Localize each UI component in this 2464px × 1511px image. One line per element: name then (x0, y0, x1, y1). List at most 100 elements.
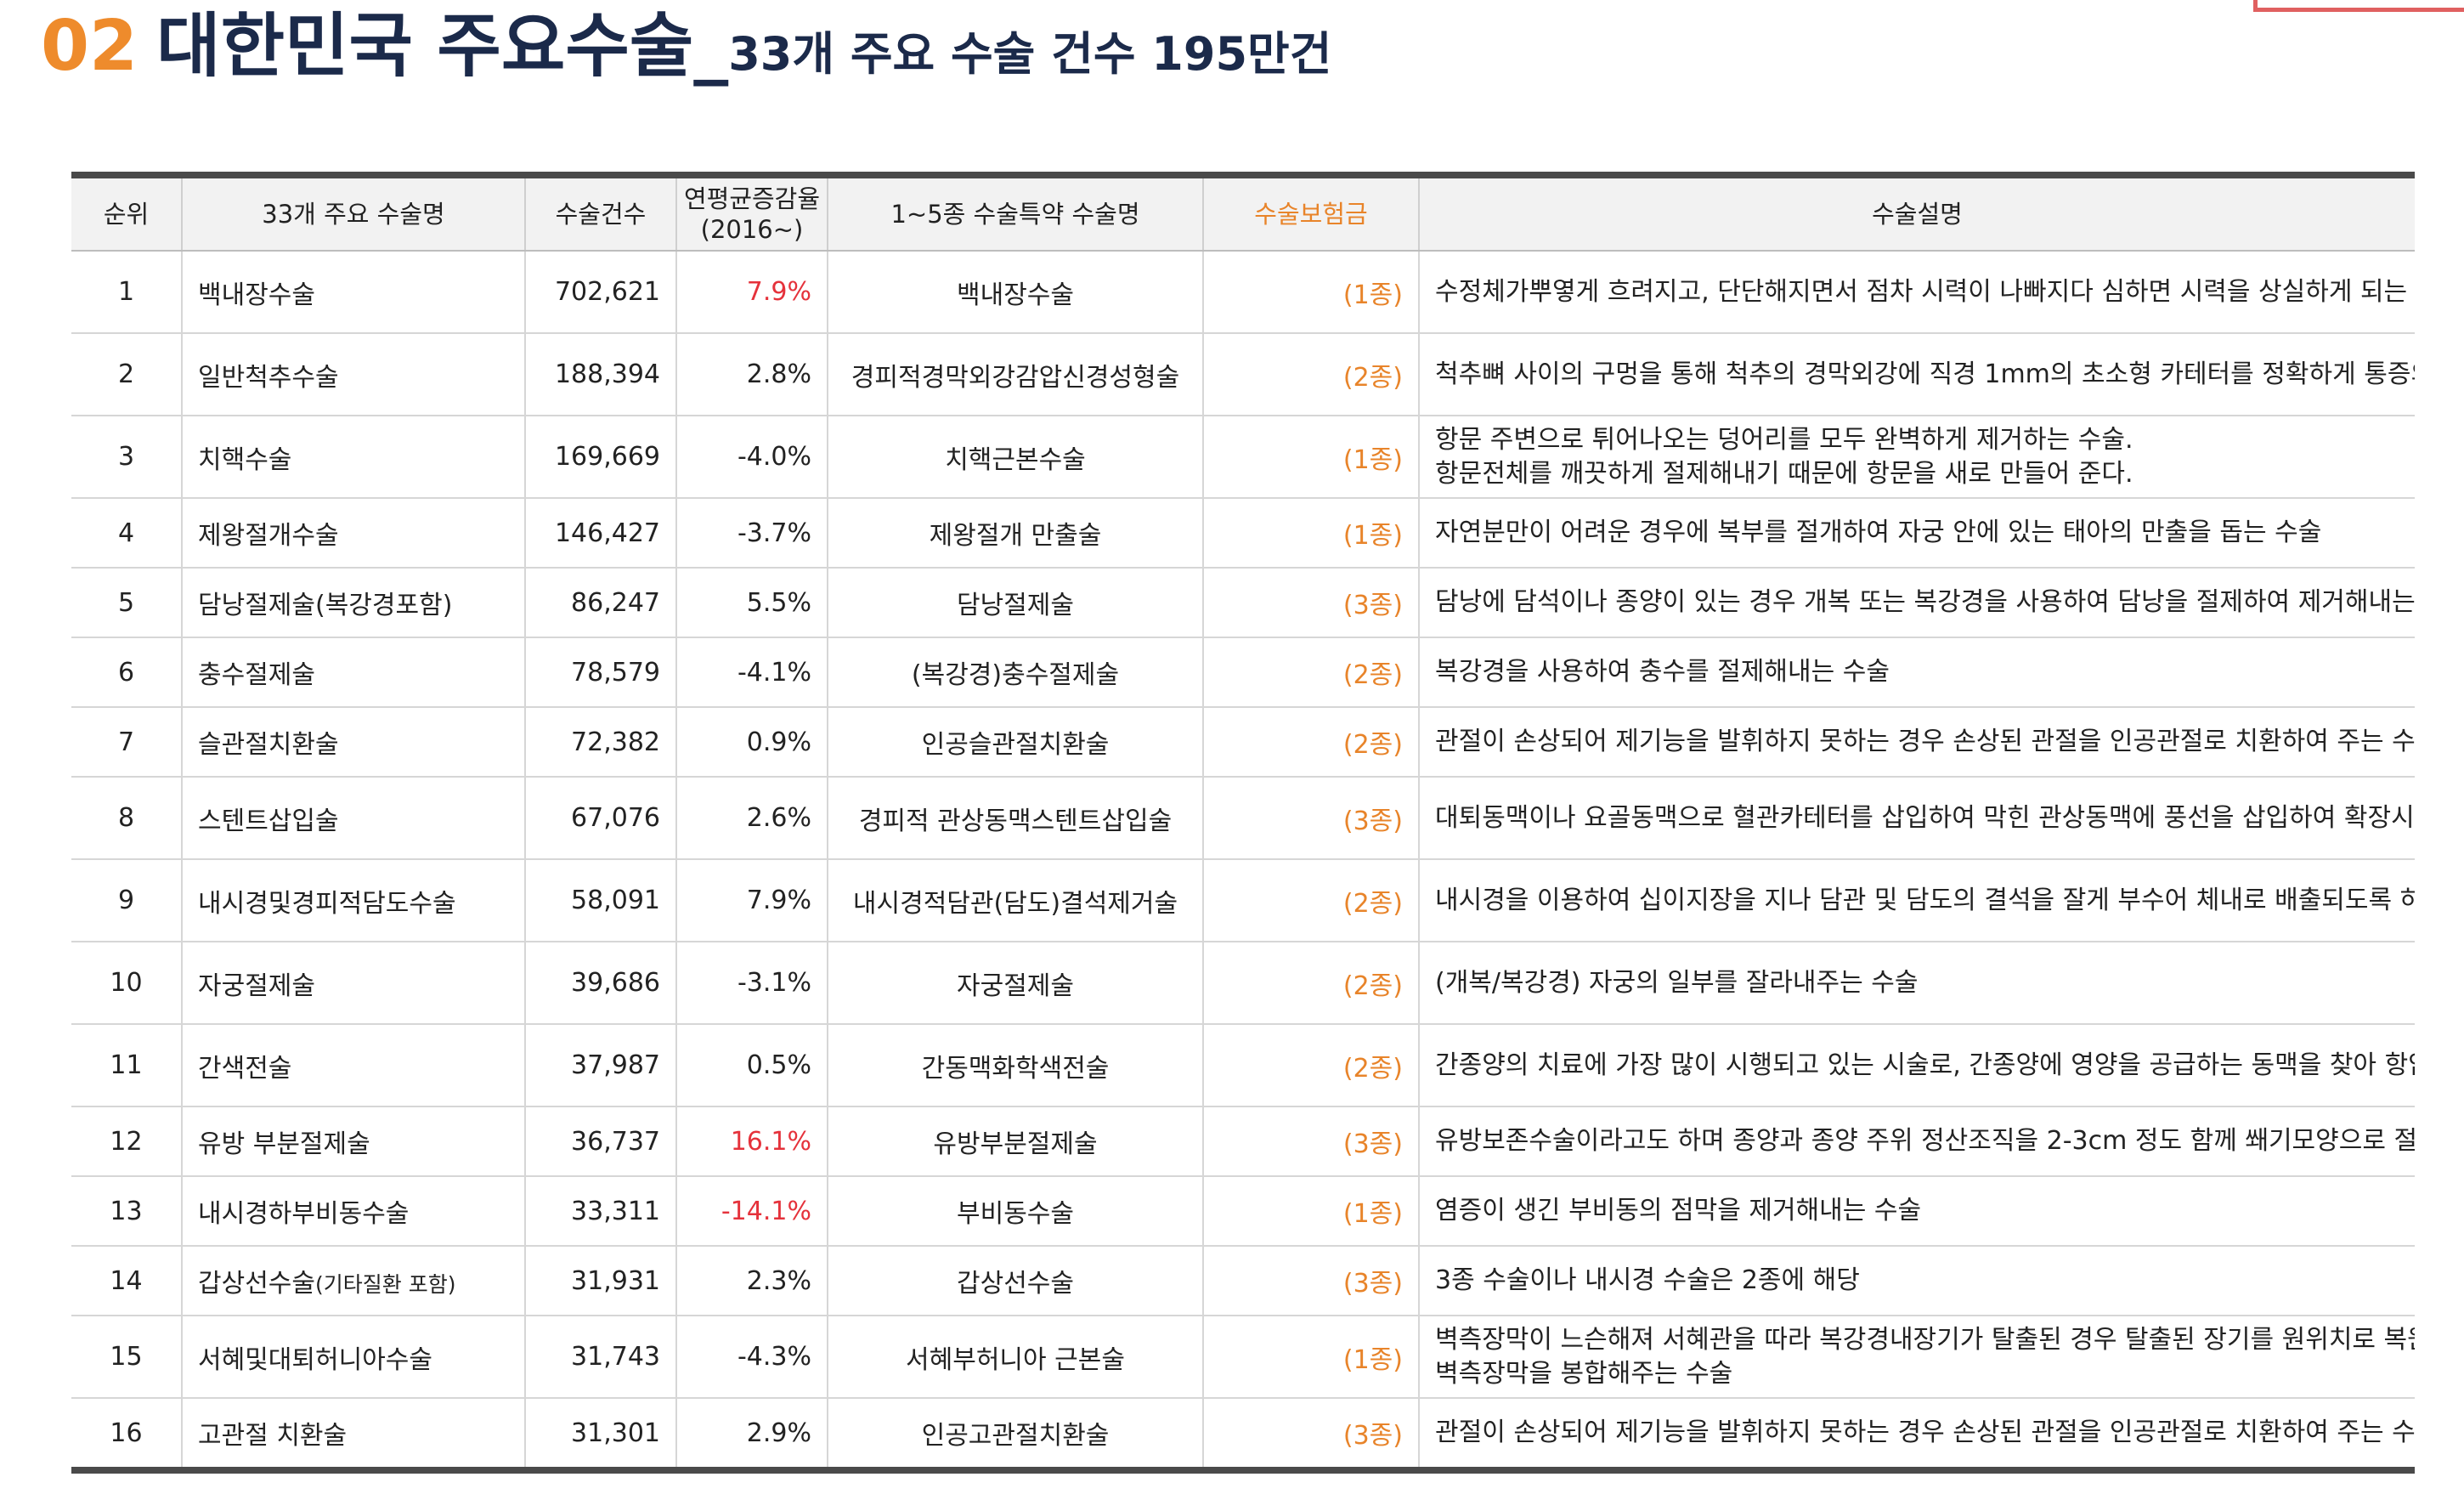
table-row: 11 간색전술 37,987 0.5% 간동맥화학색전술 (2종) 간종양의 치… (71, 1024, 2415, 1107)
table-row: 1 백내장수술 702,621 7.9% 백내장수술 (1종) 수정체가뿌옇게 … (71, 251, 2415, 334)
cell-count: 33,311 (525, 1176, 677, 1247)
cell-rank: 1 (71, 251, 183, 334)
table-row: 6 충수절제술 78,579 -4.1% (복강경)충수절제술 (2종) 복강경… (71, 637, 2415, 708)
cell-count: 86,247 (525, 568, 677, 638)
cell-grade: (1종) (1203, 498, 1420, 569)
header-rider: 1~5종 수술특약 수술명 (828, 175, 1204, 252)
cell-rate: 2.3% (676, 1246, 828, 1316)
cell-rate: 2.8% (676, 333, 828, 416)
table-row: 14 갑상선수술(기타질환 포함) 31,931 2.3% 갑상선수술 (3종)… (71, 1246, 2415, 1316)
cell-grade: (1종) (1203, 251, 1420, 334)
cell-rate: -4.1% (676, 637, 828, 708)
header-rate: 연평균증감율 (2016~) (676, 175, 828, 252)
cell-desc: 간종양의 치료에 가장 많이 시행되고 있는 시술로, 간종양에 영양을 공급하… (1419, 1024, 2415, 1107)
cell-rank: 2 (71, 333, 183, 416)
header-desc: 수술설명 (1419, 175, 2415, 252)
cell-count: 37,987 (525, 1024, 677, 1107)
cell-rank: 5 (71, 568, 183, 638)
cell-grade: (3종) (1203, 1398, 1420, 1470)
cell-rank: 12 (71, 1106, 183, 1177)
cell-name-text: 갑상선수술 (198, 1269, 315, 1299)
cell-desc: 척추뼈 사이의 구멍을 통해 척추의 경막외강에 직경 1mm의 초소형 카테터… (1419, 333, 2415, 416)
cell-count: 36,737 (525, 1106, 677, 1177)
cell-desc: 염증이 생긴 부비동의 점막을 제거해내는 수술 (1419, 1176, 2415, 1247)
cell-name: 치핵수술 (182, 416, 526, 499)
cell-desc: 수정체가뿌옇게 흐려지고, 단단해지면서 점차 시력이 나빠지다 심하면 시력을… (1419, 251, 2415, 334)
cell-grade: (2종) (1203, 707, 1420, 778)
cell-rider: 제왕절개 만출술 (828, 498, 1204, 569)
cell-grade: (1종) (1203, 1316, 1420, 1399)
cell-count: 31,301 (525, 1398, 677, 1470)
cell-count: 67,076 (525, 777, 677, 860)
cell-name-note: (기타질환 포함) (315, 1272, 456, 1297)
cell-count: 188,394 (525, 333, 677, 416)
cell-name: 제왕절개수술 (182, 498, 526, 569)
cell-rank: 3 (71, 416, 183, 499)
cell-grade: (3종) (1203, 1106, 1420, 1177)
cell-name: 충수절제술 (182, 637, 526, 708)
header-count: 수술건수 (525, 175, 677, 252)
cell-count: 31,931 (525, 1246, 677, 1316)
cell-name: 자궁절제술 (182, 942, 526, 1025)
cell-rate: 5.5% (676, 568, 828, 638)
cell-rider: 부비동수술 (828, 1176, 1204, 1247)
cell-name: 일반척추수술 (182, 333, 526, 416)
cell-rider: 인공고관절치환술 (828, 1398, 1204, 1470)
cell-rider: 담낭절제술 (828, 568, 1204, 638)
cell-rank: 10 (71, 942, 183, 1025)
cell-rank: 15 (71, 1316, 183, 1399)
cell-desc: 항문 주변으로 튀어나오는 덩어리를 모두 완벽하게 제거하는 수술. 항문전체를… (1419, 416, 2415, 499)
table-row: 5 담낭절제술(복강경포함) 86,247 5.5% 담낭절제술 (3종) 담낭… (71, 568, 2415, 638)
header-name: 33개 주요 수술명 (182, 175, 526, 252)
table-row: 9 내시경및경피적담도수술 58,091 7.9% 내시경적담관(담도)결석제거… (71, 859, 2415, 942)
cell-rider: 경피적경막외강감압신경성형술 (828, 333, 1204, 416)
cell-grade: (2종) (1203, 859, 1420, 942)
cell-name: 간색전술 (182, 1024, 526, 1107)
cell-desc: 자연분만이 어려운 경우에 복부를 절개하여 자궁 안에 있는 태아의 만출을 … (1419, 498, 2415, 569)
cell-name: 담낭절제술(복강경포함) (182, 568, 526, 638)
table-row: 3 치핵수술 169,669 -4.0% 치핵근본수술 (1종) 항문 주변으로… (71, 416, 2415, 499)
cell-name: 스텐트삽입술 (182, 777, 526, 860)
cell-rate: 2.6% (676, 777, 828, 860)
cell-rate: 2.9% (676, 1398, 828, 1470)
cell-grade: (1종) (1203, 416, 1420, 499)
title-number: 02 (41, 6, 138, 87)
cell-rider: 치핵근본수술 (828, 416, 1204, 499)
title-subtitle: 33개 주요 수술 건수 195만건 (728, 27, 1332, 81)
table-row: 13 내시경하부비동수술 33,311 -14.1% 부비동수술 (1종) 염증… (71, 1176, 2415, 1247)
cell-grade: (3종) (1203, 777, 1420, 860)
cell-name: 내시경하부비동수술 (182, 1176, 526, 1247)
cell-desc: 내시경을 이용하여 십이지장을 지나 담관 및 담도의 결석을 잘게 부수어 체… (1419, 859, 2415, 942)
cell-rate: 16.1% (676, 1106, 828, 1177)
cell-desc-line1: 항문 주변으로 튀어나오는 덩어리를 모두 완벽하게 제거하는 수술. (1435, 424, 2133, 455)
table-row: 8 스텐트삽입술 67,076 2.6% 경피적 관상동맥스텐트삽입술 (3종)… (71, 777, 2415, 860)
title-main: 대한민국 주요수술_ (156, 6, 729, 87)
corner-frame-decoration (2253, 0, 2464, 12)
cell-rate: -3.1% (676, 942, 828, 1025)
header-rate-line2: (2016~) (700, 215, 804, 244)
cell-grade: (1종) (1203, 1176, 1420, 1247)
cell-rank: 6 (71, 637, 183, 708)
cell-count: 78,579 (525, 637, 677, 708)
cell-rider: 경피적 관상동맥스텐트삽입술 (828, 777, 1204, 860)
table-row: 4 제왕절개수술 146,427 -3.7% 제왕절개 만출술 (1종) 자연분… (71, 498, 2415, 569)
cell-rider: (복강경)충수절제술 (828, 637, 1204, 708)
cell-desc: 유방보존수술이라고도 하며 종양과 종양 주위 정산조직을 2-3cm 정도 함… (1419, 1106, 2415, 1177)
cell-name: 슬관절치환술 (182, 707, 526, 778)
table-row: 15 서혜및대퇴허니아수술 31,743 -4.3% 서혜부허니아 근본술 (1… (71, 1316, 2415, 1399)
cell-rider: 서혜부허니아 근본술 (828, 1316, 1204, 1399)
page-title: 02 대한민국 주요수술_33개 주요 수술 건수 195만건 (41, 12, 1331, 82)
cell-desc-line1: 벽측장막이 느슨해져 서혜관을 따라 복강경내장기가 탈출된 경우 탈출된 장기… (1435, 1324, 2415, 1355)
header-rate-line1: 연평균증감율 (683, 184, 821, 213)
cell-grade: (2종) (1203, 942, 1420, 1025)
header-rank: 순위 (71, 175, 183, 252)
cell-name: 고관절 치환술 (182, 1398, 526, 1470)
cell-rider: 갑상선수술 (828, 1246, 1204, 1316)
cell-rider: 간동맥화학색전술 (828, 1024, 1204, 1107)
cell-grade: (2종) (1203, 1024, 1420, 1107)
cell-desc: 대퇴동맥이나 요골동맥으로 혈관카테터를 삽입하여 막힌 관상동맥에 풍선을 삽… (1419, 777, 2415, 860)
cell-desc: 담낭에 담석이나 종양이 있는 경우 개복 또는 복강경을 사용하여 담낭을 절… (1419, 568, 2415, 638)
cell-name: 내시경및경피적담도수술 (182, 859, 526, 942)
cell-desc: 복강경을 사용하여 충수를 절제해내는 수술 (1419, 637, 2415, 708)
cell-grade: (3종) (1203, 568, 1420, 638)
